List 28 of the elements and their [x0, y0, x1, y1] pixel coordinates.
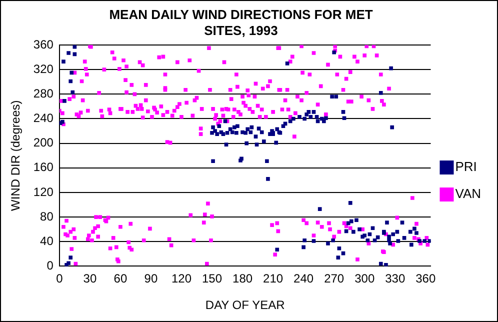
- y-tick-label: 80: [40, 209, 54, 224]
- y-tick-label: 200: [33, 136, 54, 150]
- x-tick-label: 90: [144, 272, 158, 286]
- x-tick-label: 330: [385, 272, 406, 286]
- x-tick-label: 120: [171, 272, 192, 286]
- legend-label: VAN: [455, 186, 481, 202]
- x-tick-label: 210: [263, 272, 284, 286]
- y-tick-label: 0: [46, 258, 54, 273]
- x-tick-label: 0: [56, 272, 64, 286]
- y-tick-label: 160: [33, 160, 54, 174]
- x-tick-label: 150: [202, 272, 222, 286]
- x-tick-label: 180: [232, 272, 253, 286]
- y-tick-label: 120: [33, 184, 54, 199]
- legend-label: PRI: [455, 159, 477, 174]
- y-tick-label: 280: [33, 86, 54, 100]
- x-axis-title: DAY OF YEAR: [205, 298, 286, 312]
- x-tick-label: 30: [83, 272, 97, 286]
- x-tick-label: 60: [114, 272, 128, 286]
- y-axis-title: WIND DIR (degrees): [8, 100, 23, 211]
- y-tick-label: 360: [33, 37, 54, 52]
- x-tick-label: 360: [416, 272, 436, 286]
- x-tick-label: 270: [324, 272, 344, 286]
- y-tick-label: 40: [40, 234, 54, 248]
- y-tick-label: 320: [33, 62, 54, 76]
- x-tick-label: 300: [354, 272, 375, 286]
- y-tick-label: 240: [33, 111, 54, 126]
- x-tick-label: 240: [294, 272, 314, 286]
- chart-title: MEAN DAILY WIND DIRECTIONS FOR MET SITES, 1993: [108, 7, 374, 39]
